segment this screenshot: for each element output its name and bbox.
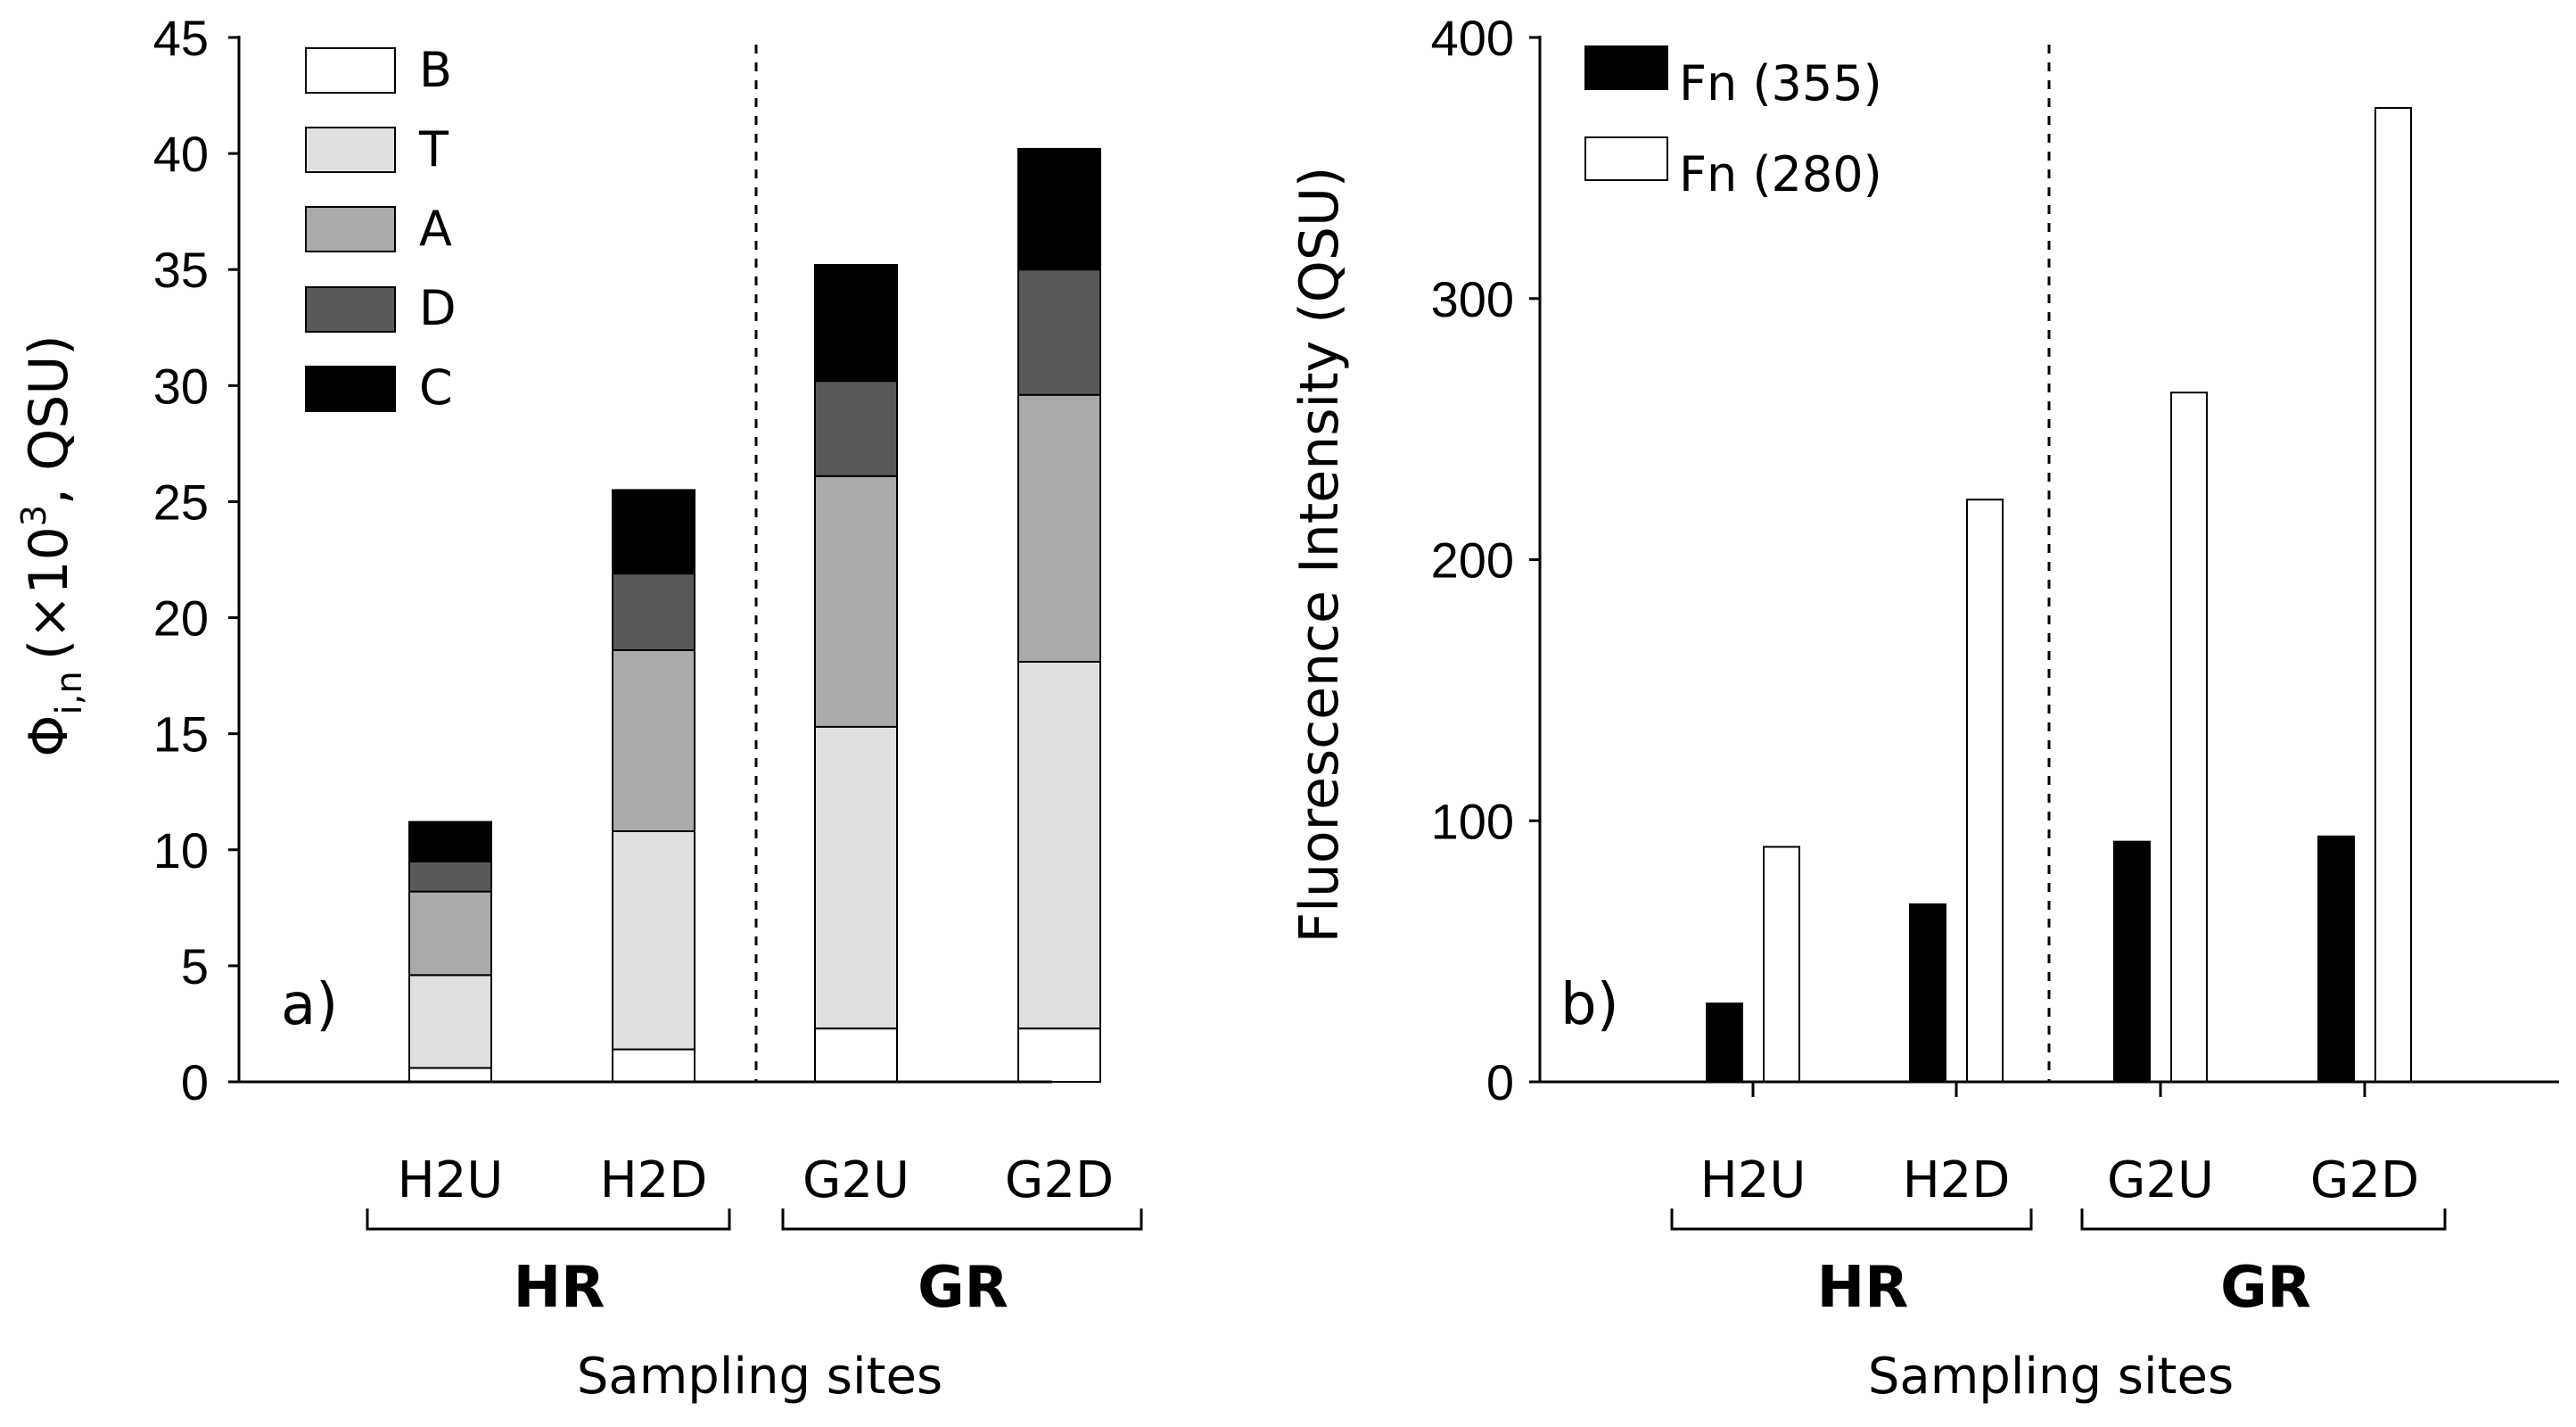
bar-a-h2u-t [408, 974, 492, 1069]
chart-b-y-tick-300: 300 [1431, 271, 1514, 327]
chart-b-group-label-gr: GR [2220, 1255, 2311, 1321]
chart-a-legend-label-d: D [419, 280, 457, 336]
chart-a-y-tick-20: 20 [153, 590, 209, 647]
chart-a-y-tick-35: 35 [153, 242, 209, 298]
chart-a-y-tick-45: 45 [153, 10, 209, 66]
chart-b-legend-swatch-fn280 [1584, 136, 1668, 181]
chart-b-y-tick-200: 200 [1431, 532, 1514, 589]
bar-a-g2d-c [1017, 147, 1101, 271]
bar-b-h2u-fn-355 [1706, 1002, 1743, 1084]
bar-a-h2u-c [408, 821, 492, 862]
chart-a-bars [408, 147, 1101, 1084]
chart-a-group-label-gr: GR [918, 1255, 1008, 1321]
chart-b-y-tick-0: 0 [1486, 1054, 1514, 1110]
bar-a-h2d-d [612, 573, 695, 651]
chart-a-bracket-hr [366, 1208, 731, 1231]
chart-a-legend-label-a: A [419, 201, 452, 257]
chart-b-x-tick-g2d: G2D [2310, 1151, 2419, 1209]
chart-b-panel-label: b) [1560, 972, 1619, 1038]
bar-a-g2d-d [1017, 268, 1101, 396]
chart-a-y-tick-5: 5 [181, 938, 209, 994]
chart-a-legend: B T A D C [305, 42, 457, 416]
chart-a-x-tick-h2u: H2U [398, 1151, 504, 1209]
chart-a-legend-swatch-d [305, 286, 396, 333]
chart-a-ylabel: Φi,n(×103, QSU) [14, 334, 90, 756]
bar-a-h2d-b [612, 1048, 695, 1083]
chart-a-y-tick-0: 0 [181, 1054, 209, 1110]
chart-b-x-tick-h2u: H2U [1700, 1151, 1806, 1209]
bar-a-g2d-t [1017, 660, 1101, 1030]
bar-a-h2u-a [408, 890, 492, 977]
bar-a-g2u-a [814, 474, 898, 728]
chart-a: Φi,n(×103, QSU) 0 5 10 15 20 25 30 35 40 45 B T A… [14, 10, 1143, 1406]
chart-a-legend-swatch-b [305, 47, 396, 94]
chart-a-xlabel: Sampling sites [577, 1348, 942, 1406]
bar-b-g2d-fn-280 [2374, 107, 2412, 1084]
chart-b-bracket-gr [2080, 1208, 2447, 1231]
chart-b-legend-label-fn355: Fn (355) [1679, 55, 1882, 111]
chart-a-group-label-hr: HR [514, 1255, 605, 1321]
chart-b-y-tick-100: 100 [1431, 793, 1514, 849]
bar-b-g2u-fn-355 [2113, 840, 2151, 1083]
chart-b-legend: Fn (355) Fn (280) [1584, 45, 1882, 202]
chart-a-y-ticks: 0 5 10 15 20 25 30 35 40 45 [153, 10, 239, 1110]
chart-a-legend-swatch-c [305, 366, 396, 412]
chart-a-y-tick-25: 25 [153, 474, 209, 530]
chart-a-y-tick-15: 15 [153, 706, 209, 763]
bar-b-h2u-fn-280 [1763, 845, 1800, 1084]
bar-a-h2d-c [612, 489, 695, 575]
bar-b-h2d-fn-355 [1909, 903, 1946, 1083]
bar-a-g2u-b [814, 1027, 898, 1084]
chart-a-bracket-gr [781, 1208, 1143, 1231]
bar-a-h2u-b [408, 1067, 492, 1084]
bar-a-g2d-b [1017, 1027, 1101, 1084]
chart-b: Fluorescence Intensity (QSU) 0 100 200 300 4… [1288, 10, 2559, 1406]
chart-b-bracket-hr [1670, 1208, 2033, 1231]
bar-b-g2u-fn-280 [2170, 392, 2208, 1083]
chart-b-legend-swatch-fn355 [1584, 45, 1668, 90]
bar-a-g2u-t [814, 725, 898, 1030]
chart-b-bars [1706, 107, 2412, 1084]
chart-b-xlabel: Sampling sites [1868, 1348, 2234, 1406]
chart-b-y-ticks: 0 100 200 300 400 [1431, 10, 1540, 1110]
bar-a-g2u-d [814, 380, 898, 477]
chart-b-ylabel: Fluorescence Intensity (QSU) [1288, 167, 1351, 944]
chart-b-x-tick-h2d: H2D [1903, 1151, 2011, 1209]
chart-a-legend-swatch-a [305, 206, 396, 252]
bar-a-g2d-a [1017, 393, 1101, 663]
chart-a-legend-label-b: B [419, 42, 452, 98]
chart-a-legend-label-t: T [418, 121, 449, 177]
chart-a-legend-swatch-t [305, 127, 396, 173]
chart-a-x-tick-h2d: H2D [600, 1151, 708, 1209]
chart-a-y-tick-30: 30 [153, 358, 209, 414]
chart-a-y-tick-10: 10 [153, 822, 209, 878]
chart-a-legend-label-c: C [419, 359, 453, 416]
bar-a-h2u-d [408, 860, 492, 893]
bar-a-h2d-t [612, 829, 695, 1051]
chart-b-legend-label-fn280: Fn (280) [1679, 146, 1882, 202]
chart-b-y-tick-400: 400 [1431, 10, 1514, 66]
chart-b-group-label-hr: HR [1817, 1255, 1909, 1321]
bar-a-h2d-a [612, 648, 695, 832]
chart-a-panel-label: a) [281, 972, 338, 1038]
bar-b-h2d-fn-280 [1966, 499, 2004, 1083]
chart-a-x-tick-g2d: G2D [1005, 1151, 1114, 1209]
bar-b-g2d-fn-355 [2317, 835, 2355, 1083]
bar-a-g2u-c [814, 264, 898, 383]
chart-a-x-tick-g2u: G2U [802, 1151, 909, 1209]
chart-a-y-tick-40: 40 [153, 126, 209, 182]
chart-b-x-tick-g2u: G2U [2107, 1151, 2214, 1209]
